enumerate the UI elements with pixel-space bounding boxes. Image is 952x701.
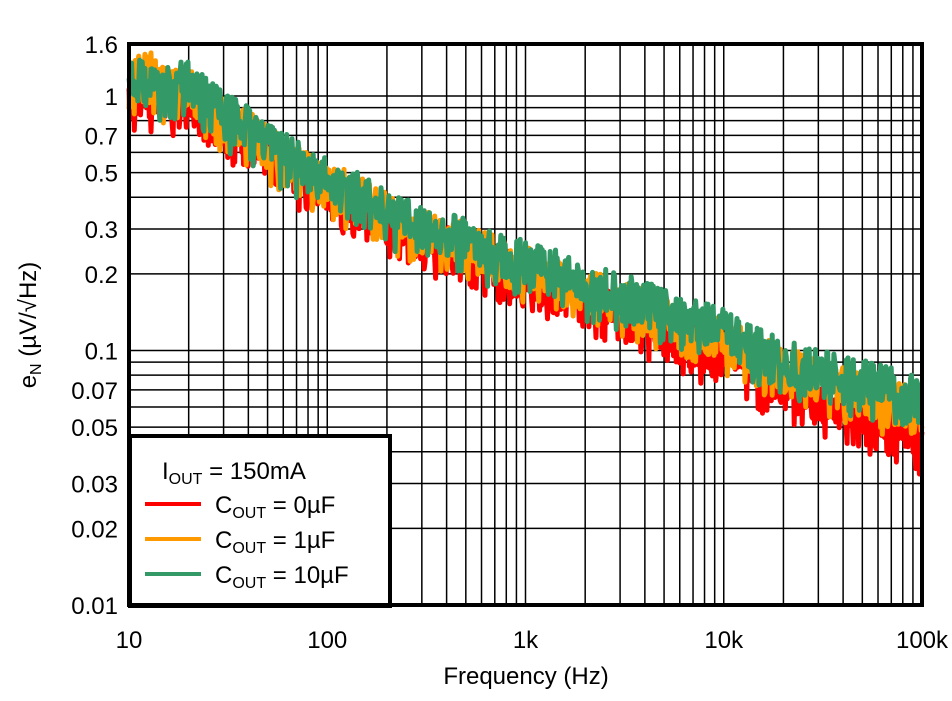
x-tick-label: 10k	[704, 627, 744, 654]
legend-label: COUT = 10µF	[215, 562, 349, 592]
y-tick-label: 0.02	[71, 516, 118, 543]
legend-header: IOUT = 150mA	[162, 458, 306, 488]
y-tick-label: 1	[105, 84, 118, 111]
y-axis-title: eN (µV/√Hz)	[15, 262, 45, 389]
data-series	[126, 50, 925, 477]
y-tick-label: 0.5	[85, 161, 118, 188]
series-line	[126, 57, 924, 428]
x-axis-title: Frequency (Hz)	[443, 663, 608, 690]
y-tick-label: 0.03	[71, 472, 118, 499]
y-axis-ticks: 1.6 1 0.7 0.5 0.3 0.2 0.1 0.07 0.05 0.03 0.02 0.01	[71, 32, 118, 620]
x-tick-label: 100	[307, 627, 347, 654]
y-tick-label: 0.01	[71, 593, 118, 620]
y-tick-label: 0.05	[71, 415, 118, 442]
y-tick-label: 1.6	[85, 32, 118, 59]
y-tick-label: 0.7	[85, 123, 118, 150]
x-axis-ticks: 10 100 1k 10k 100k	[116, 627, 949, 654]
y-tick-label: 0.2	[85, 262, 118, 289]
y-tick-label: 0.1	[85, 338, 118, 365]
grid-lines	[129, 44, 922, 605]
x-tick-label: 1k	[513, 627, 539, 654]
legend-label: COUT = 0µF	[215, 492, 335, 522]
legend-label: COUT = 1µF	[215, 527, 335, 557]
y-tick-label: 0.07	[71, 378, 118, 405]
x-tick-label: 100k	[896, 627, 949, 654]
plot-frame	[127, 42, 924, 607]
legend: IOUT = 150mA COUT = 0µF COUT = 1µF COUT = …	[128, 434, 392, 608]
y-tick-label: 0.3	[85, 217, 118, 244]
x-tick-label: 10	[116, 627, 143, 654]
